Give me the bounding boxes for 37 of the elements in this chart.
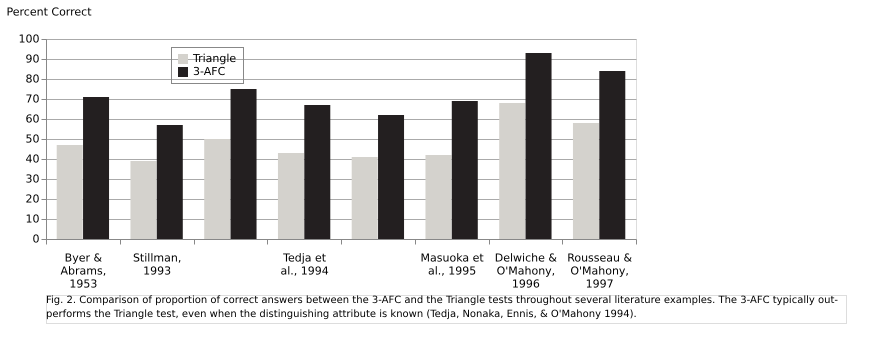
bar — [425, 155, 452, 239]
y-tick-label: 40 — [26, 152, 40, 166]
bar — [83, 97, 110, 239]
bar — [378, 115, 404, 239]
bar — [599, 71, 626, 239]
bar — [156, 125, 183, 239]
bar — [204, 139, 230, 239]
y-tick-label: 100 — [18, 32, 40, 46]
x-tick-label: Delwiche & O'Mahony, 1996 — [494, 252, 558, 290]
x-tick-label: Masuoka et al., 1995 — [420, 252, 484, 278]
y-tick-label: 80 — [26, 72, 40, 86]
y-tick-label: 20 — [26, 192, 40, 206]
y-axis-title: Percent Correct — [6, 6, 92, 18]
caption: Fig. 2. Comparison of proportion of correct answers between the 3-AFC and the Triangle tests throughout several literature examples. The 3-AFC typically out-performs the Triangle test, even when the distinguishing attribute is known (Tedja, Nonaka, Ennis, & O'Mahony 1994). — [46, 295, 838, 320]
bar — [526, 53, 552, 239]
y-tick-label: 30 — [26, 172, 40, 186]
legend-label: 3-AFC — [193, 65, 226, 78]
bar — [352, 157, 378, 239]
y-tick-label: 0 — [32, 232, 40, 246]
y-tick-label: 60 — [26, 112, 40, 126]
y-tick-label: 50 — [26, 132, 40, 146]
bar — [452, 101, 478, 239]
bar — [230, 89, 257, 239]
bar — [499, 103, 526, 239]
bar — [304, 105, 330, 239]
y-tick-label: 90 — [26, 52, 40, 66]
x-tick-label: Stillman, 1993 — [132, 252, 182, 278]
legend-label: Triangle — [192, 52, 236, 65]
bar — [56, 145, 83, 239]
x-tick-label: Tedja et al., 1994 — [280, 252, 329, 278]
y-tick-label: 70 — [26, 92, 40, 106]
y-tick-label: 10 — [26, 212, 40, 226]
bar — [278, 153, 304, 239]
bar — [130, 161, 156, 239]
x-tick-label: Rousseau & O'Mahony, 1997 — [567, 252, 632, 290]
bar — [572, 123, 599, 239]
x-tick-label: Byer & Abrams, 1953 — [60, 252, 106, 290]
